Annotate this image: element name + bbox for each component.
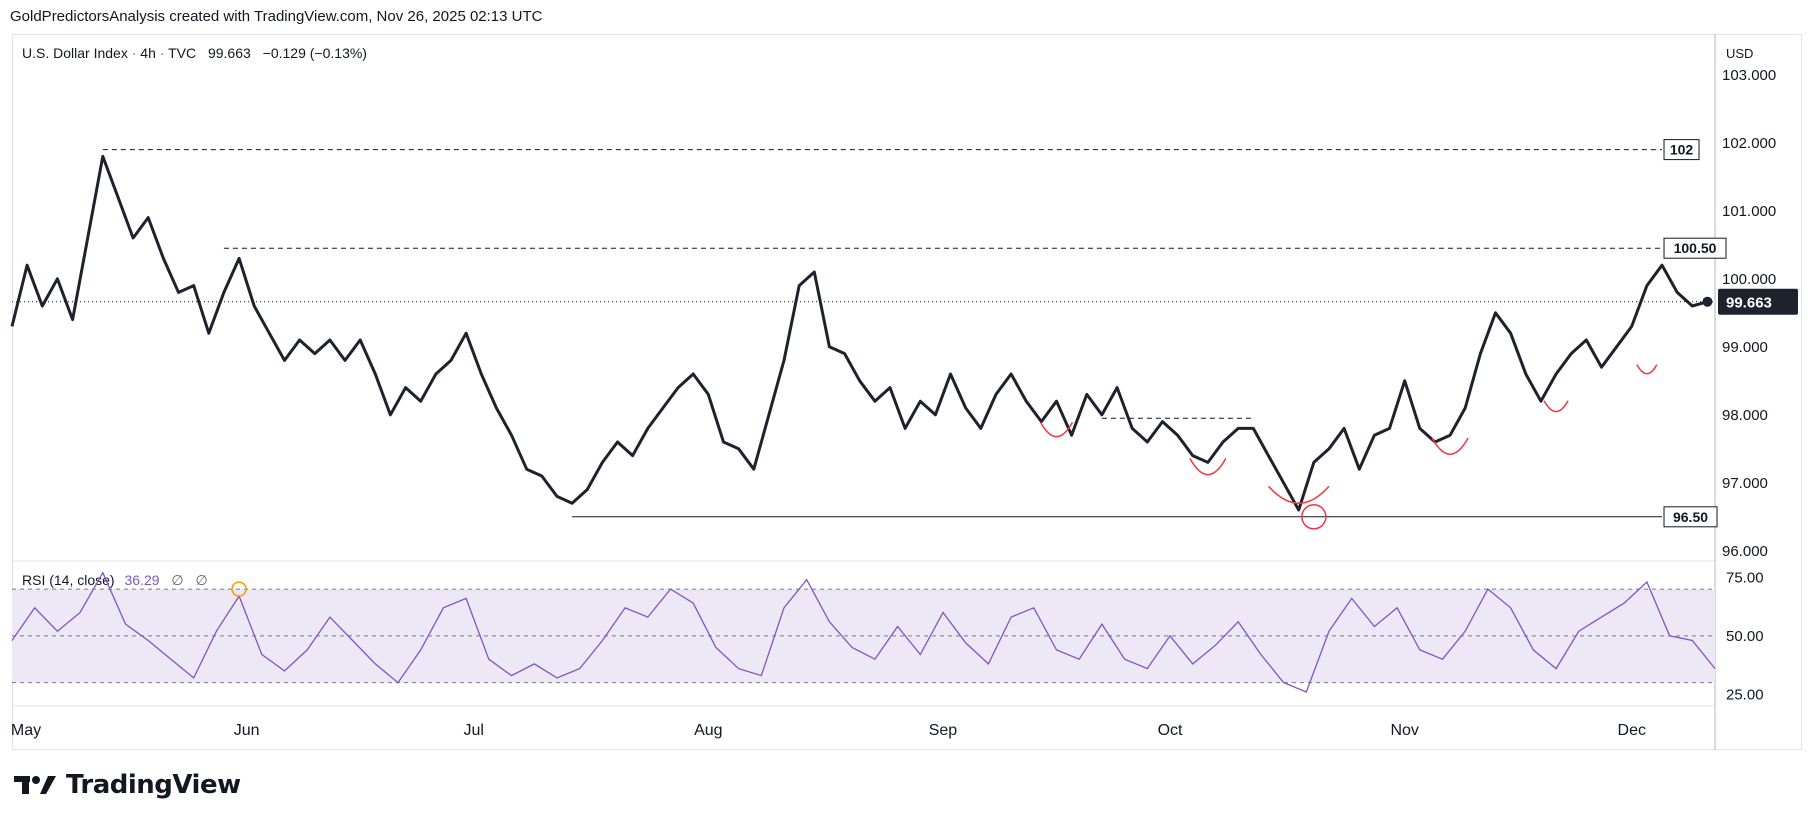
level-label: 96.50: [1673, 509, 1708, 525]
rsi-value: 36.29: [124, 572, 160, 588]
symbol-legend[interactable]: U.S. Dollar Index · 4h · TVC 99.663 −0.1…: [22, 45, 367, 61]
legend-separator: ·: [131, 45, 141, 61]
last-price-tag: [1718, 288, 1798, 315]
price-tick-label: 101.000: [1722, 203, 1776, 220]
tradingview-brand[interactable]: TradingView: [14, 770, 241, 800]
symbol-name: U.S. Dollar Index: [22, 45, 128, 61]
price-series-line: [10, 154, 1708, 512]
legend-separator: ·: [159, 45, 169, 61]
time-tick-label: Oct: [1158, 722, 1183, 739]
time-tick-label: May: [11, 722, 41, 739]
currency-badge[interactable]: USD: [1726, 46, 1754, 61]
time-tick-label: Aug: [694, 722, 722, 739]
pattern-arc: [1431, 437, 1469, 455]
price-tick-label: 103.000: [1722, 67, 1776, 84]
level-label-box: [1663, 506, 1718, 528]
level-label-box: [1663, 237, 1727, 259]
rsi-band-layer: [12, 588, 1715, 684]
price-tick-label: 99.000: [1722, 339, 1768, 356]
pattern-arc: [1267, 485, 1330, 504]
level-label-box: [1663, 139, 1700, 161]
price-tick-label: 97.000: [1722, 475, 1768, 492]
price-tick-label: 100.000: [1722, 271, 1776, 288]
rsi-marker-circle: [231, 581, 247, 597]
tradingview-logo-icon: [14, 776, 56, 794]
rsi-series-line: [11, 571, 1716, 693]
price-layer: [10, 154, 1713, 512]
pattern-arc: [1543, 400, 1569, 413]
rsi-tick-label: 25.00: [1726, 686, 1764, 703]
rsi-layer: [11, 571, 1716, 693]
rsi-legend[interactable]: RSI (14, close) 36.29 ∅ ∅: [22, 572, 208, 589]
support-touch-circle: [1301, 504, 1327, 530]
price-tick-label: 98.000: [1722, 407, 1768, 424]
pattern-arc: [1636, 364, 1658, 375]
pattern-arc: [1189, 458, 1227, 476]
symbol-interval: 4h: [140, 45, 156, 61]
time-tick-label: Jul: [463, 722, 483, 739]
symbol-change: −0.129 (−0.13%): [262, 45, 367, 61]
chart-frame: [12, 34, 1802, 750]
symbol-price: 99.663: [207, 45, 251, 61]
chart-attribution: GoldPredictorsAnalysis created with Trad…: [10, 8, 543, 25]
rsi-nan-2: ∅: [195, 572, 208, 588]
price-tick-label: 96.000: [1722, 543, 1768, 560]
rsi-tick-label: 75.00: [1726, 569, 1764, 586]
price-axis[interactable]: 96.000 97.000 98.000 99.000 100.000 101.000 10…: [1718, 67, 1798, 560]
price-tick-label: 102.000: [1722, 135, 1776, 152]
last-price-tag-label: 99.663: [1726, 295, 1772, 312]
symbol-source: TVC: [168, 45, 197, 61]
time-tick-label: Nov: [1390, 722, 1418, 739]
rsi-axis[interactable]: 25.00 50.00 75.00: [1726, 569, 1764, 703]
levels-layer: 102 100.50 96.50: [12, 139, 1727, 528]
rsi-title: RSI (14, close): [22, 572, 115, 588]
brand-name: TradingView: [66, 770, 241, 800]
time-tick-label: Dec: [1618, 722, 1646, 739]
time-tick-label: Jun: [234, 722, 260, 739]
time-tick-label: Sep: [929, 722, 958, 739]
rsi-tick-label: 50.00: [1726, 628, 1764, 645]
annotations-layer: [231, 364, 1658, 597]
level-label: 102: [1670, 142, 1694, 158]
pattern-arc: [1039, 421, 1074, 438]
time-axis[interactable]: May Jun Jul Aug Sep Oct Nov Dec: [11, 722, 1646, 739]
rsi-nan-1: ∅: [171, 572, 184, 588]
level-label: 100.50: [1674, 240, 1717, 256]
last-price-dot: [1702, 296, 1713, 307]
